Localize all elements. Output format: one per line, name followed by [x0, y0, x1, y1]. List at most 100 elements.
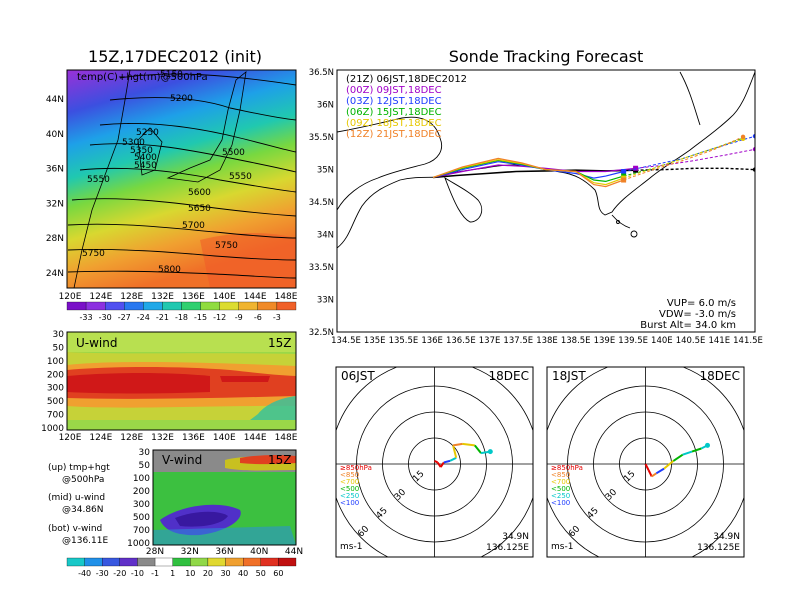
- lon-tick-label: 124E: [89, 433, 112, 443]
- pressure-legend-entry: <250: [340, 492, 359, 500]
- descent-rate: VDW= -3.0 m/s: [659, 309, 736, 320]
- location-lon: 136.125E: [697, 543, 740, 553]
- pressure-tick-label: 300: [47, 384, 64, 394]
- lat-tick-label: 40N: [250, 547, 268, 557]
- pressure-legend-entry: <700: [340, 478, 359, 486]
- contour-label: 5650: [188, 204, 211, 214]
- colorbar-swatch: [154, 557, 173, 567]
- colorbar-label: -1: [151, 569, 159, 578]
- hodograph-time: 18JST: [552, 369, 586, 383]
- colorbar-label: -3: [273, 313, 281, 322]
- pressure-legend-entry: <500: [551, 485, 570, 493]
- landing-point: [740, 134, 746, 140]
- contour-label: 5750: [82, 249, 105, 259]
- colorbar-label: -10: [131, 569, 144, 578]
- contour-label: 5550: [87, 175, 110, 185]
- lat-tick-label: 35N: [317, 166, 334, 176]
- pressure-tick-label: 1000: [41, 424, 64, 434]
- lat-tick-label: 36N: [46, 165, 64, 175]
- uwind-pressure-ticks: 30 50 100 200 300 500 700 1000: [41, 330, 64, 434]
- hodograph-segment: [452, 442, 463, 447]
- colorbar-label: -30: [96, 569, 109, 578]
- lat-tick-label: 32N: [46, 199, 64, 209]
- track-lat-ticks: 36.5N 36N 35.5N 35N 34.5N 34N 33.5N 33N 32.5N: [309, 68, 334, 338]
- colorbar-swatch: [143, 301, 163, 311]
- lat-tick-label: 36N: [215, 547, 233, 557]
- lon-tick-label: 138.5E: [561, 336, 591, 346]
- pressure-tick-label: 30: [53, 330, 65, 340]
- uwind-time: 15Z: [268, 336, 292, 350]
- lon-tick-label: 141.5E: [733, 336, 763, 346]
- colorbar-swatch: [137, 557, 156, 567]
- colorbar-label: 60: [273, 569, 283, 578]
- lon-tick-label: 148E: [275, 292, 298, 302]
- lat-tick-label: 28N: [146, 547, 164, 557]
- location-lon: 136.125E: [486, 543, 529, 553]
- contour-labels: 5150 5200 5250 5300 5350 5400 5450 5500 …: [82, 70, 252, 275]
- lat-tick-label: 32N: [181, 547, 199, 557]
- hodograph-end: [705, 442, 710, 448]
- colorbar-label: -21: [156, 313, 169, 322]
- panel-notes: (up) tmp+hgt @500hPa (mid) u-wind @34.86…: [48, 463, 110, 546]
- note-up-a: (up) tmp+hgt: [48, 463, 110, 473]
- pressure-tick-label: 100: [47, 357, 64, 367]
- track-line-descent: [623, 136, 744, 181]
- contour-label: 5350: [130, 146, 153, 156]
- map-500hpa: 5150 5200 5250 5300 5350 5400 5450 5500 …: [46, 69, 298, 302]
- lon-tick-label: 134.5E: [331, 336, 361, 346]
- colorbar-swatch: [119, 557, 138, 567]
- contour-label: 5150: [160, 70, 183, 80]
- track-line: [432, 157, 624, 188]
- lon-tick-label: 132E: [151, 292, 174, 302]
- lon-tick-label: 135E: [364, 336, 386, 346]
- vwind-panel: V-wind 15Z 30 50 100 200 300 500 700 1000 28N 32…: [127, 448, 303, 557]
- ascent-rate: VUP= 6.0 m/s: [667, 298, 736, 309]
- lat-tick-label: 35.5N: [309, 133, 334, 143]
- pressure-tick-label: 50: [53, 343, 65, 353]
- lon-tick-label: 120E: [59, 292, 82, 302]
- pressure-legend-entry: ≥850hPa: [340, 464, 372, 472]
- pressure-legend-entry: <250: [551, 492, 570, 500]
- location-lat: 34.9N: [713, 532, 740, 542]
- lat-tick-label: 44N: [46, 95, 64, 105]
- colorbar-swatch: [172, 557, 191, 567]
- vwind-frame: [152, 449, 297, 546]
- hodograph-end: [487, 449, 493, 455]
- map-overlay-label: temp(C)+hgt(m)@500hPa: [77, 72, 208, 83]
- contour-label: 5550: [229, 172, 252, 182]
- hodograph-segment: [439, 461, 445, 468]
- track-legend-entry: (06Z) 15JST,18DEC: [346, 107, 442, 118]
- hodograph-segment: [462, 442, 475, 447]
- lon-tick-label: 137.5E: [503, 336, 533, 346]
- pressure-tick-label: 500: [47, 397, 64, 407]
- pressure-tick-label: 200: [47, 370, 64, 380]
- colorbar-label: -33: [80, 313, 93, 322]
- lon-tick-label: 136.5E: [446, 336, 476, 346]
- hodograph-segment: [644, 463, 650, 471]
- track-legend-entry: (03Z) 12JST,18DEC: [346, 96, 442, 107]
- pressure-tick-label: 1000: [127, 539, 150, 549]
- landing-point: [752, 147, 755, 152]
- track-frame: [336, 69, 756, 333]
- track-info: VUP= 6.0 m/s VDW= -3.0 m/s Burst Alt= 34…: [640, 298, 736, 331]
- hodograph-segment: [651, 472, 657, 478]
- track-line-descent: [635, 148, 755, 169]
- colorbar-label: -9: [235, 313, 243, 322]
- hodograph-segment: [682, 450, 693, 456]
- lon-tick-label: 139E: [594, 336, 616, 346]
- uwind-title: U-wind: [76, 336, 117, 350]
- lon-tick-label: 144E: [244, 292, 267, 302]
- colorbar-swatch: [225, 557, 244, 567]
- lon-tick-label: 128E: [120, 292, 143, 302]
- colorbar-swatch: [124, 301, 144, 311]
- location-lat: 34.9N: [502, 532, 529, 542]
- note-bot-b: @136.11E: [62, 536, 108, 546]
- pressure-legend-entry: <700: [551, 478, 570, 486]
- map-lat-ticks: 44N 40N 36N 32N 28N 24N: [46, 95, 64, 279]
- colorbar-label: 1: [170, 569, 175, 578]
- contour-label: 5400: [134, 153, 157, 163]
